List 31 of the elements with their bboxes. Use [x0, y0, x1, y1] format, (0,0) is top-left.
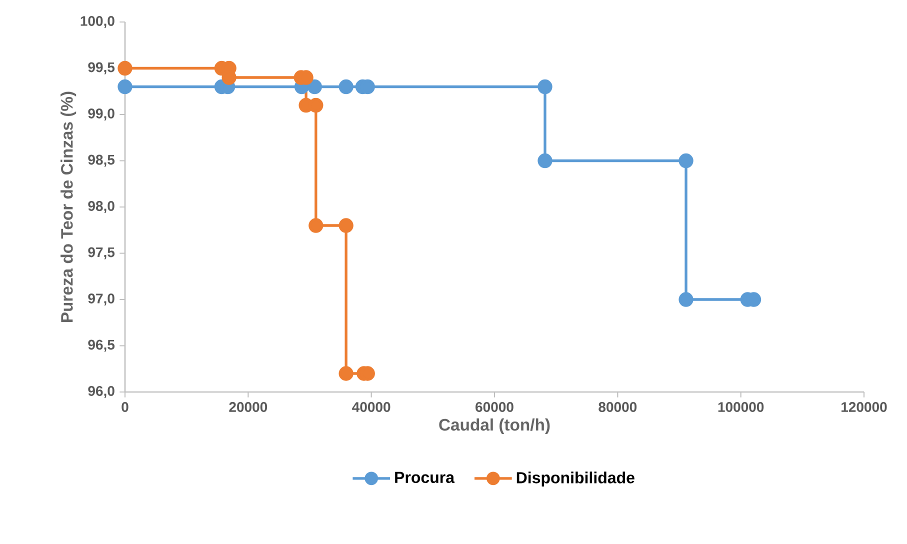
- point: [307, 79, 322, 94]
- y-tick-label: 97,5: [88, 247, 115, 260]
- point: [538, 79, 552, 94]
- legend-label: Procura: [395, 472, 455, 484]
- legend-label: Disponibilidade: [516, 472, 634, 487]
- point: [118, 60, 132, 76]
- x-tick-label: 40000: [352, 402, 390, 412]
- y-tick-label: 97,0: [88, 294, 114, 306]
- x-tick-label: 0: [122, 402, 128, 412]
- point: [338, 79, 354, 94]
- x-axis-title: Caudal (ton/h): [439, 418, 550, 434]
- point: [538, 153, 552, 168]
- point: [308, 218, 324, 233]
- point: [678, 153, 694, 168]
- y-tick-label: 96,5: [88, 340, 115, 352]
- point: [338, 366, 354, 381]
- point: [118, 79, 132, 94]
- y-tick-label: 98,0: [88, 201, 114, 213]
- y-tick-label: 98,5: [88, 154, 115, 167]
- x-tick-label: 60000: [476, 402, 514, 412]
- y-tick-label: 99,0: [88, 108, 114, 120]
- x-tick-label: 120000: [842, 402, 887, 412]
- x-tick-label: 100000: [718, 402, 764, 412]
- point: [338, 218, 354, 233]
- x-tick-label: 20000: [229, 402, 268, 412]
- x-tick-label: 80000: [598, 402, 637, 412]
- point: [678, 292, 694, 307]
- y-axis-title: Pureza do Teor de Cinzas (%): [60, 92, 76, 322]
- y-tick-label: 100,0: [80, 16, 114, 28]
- y-tick-label: 99,5: [88, 62, 115, 74]
- y-tick-label: 96,0: [88, 386, 114, 398]
